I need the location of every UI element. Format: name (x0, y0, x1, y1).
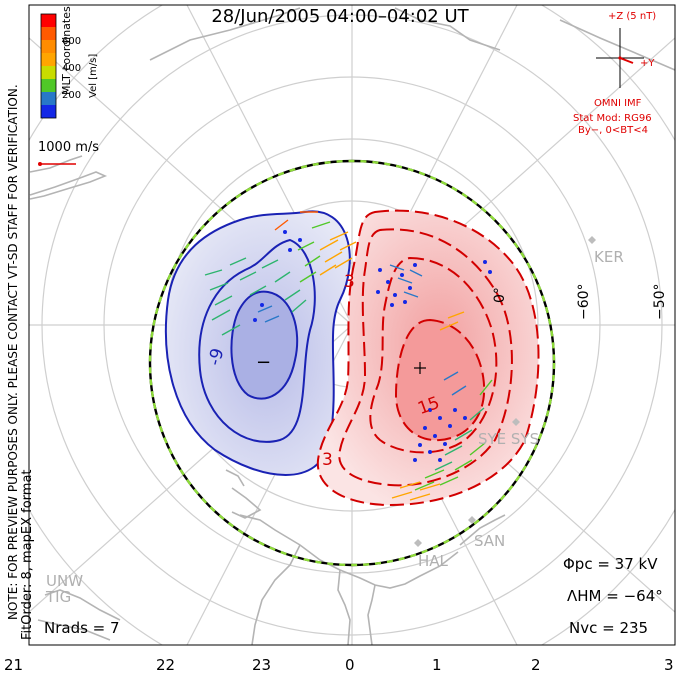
mlt-label-0: 0 (345, 656, 355, 674)
colorbar-tick-600: 600 (62, 36, 82, 47)
imf-source: OMNI IMF (594, 98, 642, 109)
pole-markers (414, 362, 426, 374)
imf-y-label: +Y (640, 58, 655, 69)
station-ker: KER (594, 248, 624, 266)
velocity-vectors (204, 211, 493, 501)
imf-bins: By−, 0<BT<4 (578, 125, 648, 136)
station-tig: TIG (46, 588, 72, 606)
station-markers (414, 236, 596, 547)
neg-pole-marker: − (256, 352, 272, 373)
station-san: SAN (474, 532, 506, 550)
lat-label-0: 0° (492, 287, 508, 303)
dawn-convection-cell (316, 209, 540, 507)
mlt-label-22: 22 (156, 656, 176, 674)
imf-clock (596, 28, 644, 88)
stat-n-rads: Nrads = 7 (44, 619, 120, 637)
lat-label-50: −50° (652, 283, 668, 320)
colorbar-tick-400: 400 (62, 63, 82, 74)
contour-label-3-bottom: 3 (322, 450, 333, 470)
mlt-label-2: 2 (531, 656, 541, 674)
mlt-label-23: 23 (252, 656, 272, 674)
mlt-label-1: 1 (432, 656, 442, 674)
map-title: 28/Jun/2005 04:00–04:02 UT (211, 6, 469, 27)
imf-z-label: +Z (5 nT) (608, 11, 657, 22)
reference-vector-label: 1000 m/s (38, 140, 100, 155)
station-hal: HAL (418, 552, 448, 570)
station-unw: UNW (46, 572, 84, 590)
mlt-label-3: 3 (664, 656, 674, 674)
stat-phi-pc: Φpc = 37 kV (563, 555, 658, 573)
plot-frame (28, 4, 676, 646)
preview-note: NOTE: FOR PREVIEW PURPOSES ONLY. PLEASE … (6, 84, 20, 620)
mlt-label-21: 21 (4, 656, 24, 674)
contour-label-3-top: 3 (344, 272, 355, 292)
imf-model: Stat Mod: RG96 (573, 113, 652, 124)
fit-order: FitOrder: 8, mapEX format (20, 469, 35, 640)
lat-label-60: −60° (576, 283, 592, 320)
coastlines (29, 7, 675, 645)
stat-n-vc: Nvc = 235 (569, 619, 649, 637)
stat-lambda-hm: ΛHM = −64° (567, 587, 663, 605)
station-sye-sys: SYE SYS (478, 430, 540, 448)
colorbar-tick-200: 200 (62, 90, 82, 101)
velocity-colorbar (40, 13, 57, 119)
colorbar-label: Vel [m/s] (88, 53, 99, 98)
dusk-convection-cell (164, 210, 351, 476)
coordinates-label: MLT coordinates (60, 6, 73, 95)
vector-origins (253, 230, 492, 462)
